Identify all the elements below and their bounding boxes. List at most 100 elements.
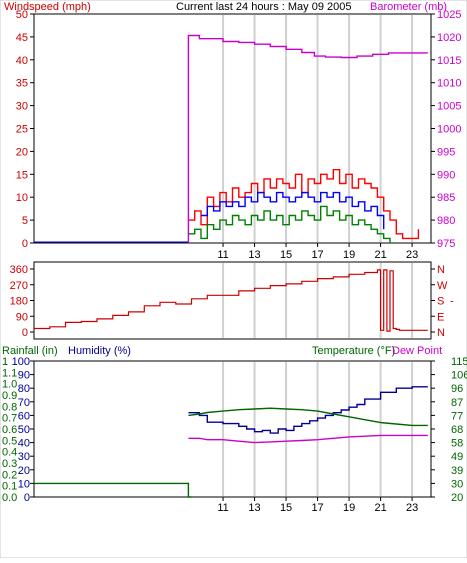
- wind-series-line-1: [188, 169, 420, 240]
- barometer-y-tick-label: 980: [437, 215, 455, 227]
- wind-y-tick-label: 25: [16, 124, 28, 136]
- wind-axis-title: Windspeed (mph): [4, 1, 91, 13]
- temperature-y-tick-label: 58: [451, 438, 463, 450]
- humidity-y-tick-label: 20: [18, 465, 30, 477]
- humidity-axis-title: Humidity (%): [68, 345, 131, 357]
- humidity-y-tick-label: 80: [18, 383, 30, 395]
- wind-x-tick-label: 19: [343, 249, 355, 261]
- compass-label: W: [437, 280, 448, 292]
- rainfall-y-tick-label: 0.5: [2, 435, 17, 447]
- temperature-y-tick-label: 106: [451, 370, 467, 382]
- climate-x-tick-label: 23: [406, 502, 418, 514]
- humidity-y-tick-label: 60: [18, 410, 30, 422]
- direction-y-tick-label: 180: [10, 296, 28, 308]
- humidity-y-tick-label: 0: [24, 492, 30, 504]
- wind-x-tick-label: 15: [280, 249, 292, 261]
- rainfall-y-tick-label: 0.6: [2, 424, 17, 436]
- direction-y-axis-ticks: 0 90 180 270 360: [10, 264, 34, 339]
- wind-x-tick-label: 11: [217, 249, 228, 261]
- direction-series-line-0: [34, 269, 428, 332]
- direction-series: [34, 269, 428, 332]
- direction-y-tick-label: 270: [10, 280, 28, 292]
- direction-y-tick-label: 90: [16, 311, 28, 323]
- barometer-y-tick-label: 1010: [437, 78, 461, 90]
- barometer-y-tick-label: 985: [437, 192, 455, 204]
- climate-series-line-0: [34, 482, 192, 498]
- temperature-y-tick-label: 77: [451, 410, 463, 422]
- dewpoint-axis-title: Dew Point: [392, 345, 442, 357]
- temperature-y-tick-label: 49: [451, 451, 463, 463]
- rainfall-y-tick-label: 0.8: [2, 401, 17, 413]
- wind-x-tick-label: 21: [374, 249, 386, 261]
- climate-series: [34, 386, 428, 498]
- climate-x-axis-ticks: 11 13 15 17 19 21 23: [217, 497, 418, 514]
- rainfall-y-tick-label: 1: [2, 356, 8, 368]
- wind-y-tick-label: 50: [16, 9, 28, 21]
- rainfall-y-tick-label: 0.9: [2, 390, 17, 402]
- barometer-y-tick-label: 1000: [437, 124, 461, 136]
- wind-series-line-0: [187, 34, 428, 243]
- wind-y-tick-label: 5: [22, 215, 28, 227]
- rainfall-y-tick-label: 1.1: [2, 367, 17, 379]
- wind-x-tick-label: 13: [248, 249, 260, 261]
- wind-x-tick-label: 17: [311, 249, 323, 261]
- compass-label: N: [437, 264, 445, 276]
- direction-y-tick-label: 0: [22, 327, 28, 339]
- humidity-y-tick-label: 50: [18, 424, 30, 436]
- wind-series: [34, 34, 428, 243]
- wind-y-tick-label: 45: [16, 32, 28, 44]
- wind-gridlines: [222, 15, 414, 242]
- humidity-y-tick-label: 90: [18, 370, 30, 382]
- wind-y-tick-label: 15: [16, 169, 28, 181]
- wind-y-tick-label: 40: [16, 55, 28, 67]
- barometer-y-tick-label: 990: [437, 169, 455, 181]
- temperature-axis-title: Temperature (°F): [312, 345, 395, 357]
- barometer-y-tick-label: 1025: [437, 9, 461, 21]
- rainfall-y-tick-label: 0.3: [2, 458, 17, 470]
- humidity-y-tick-label: 70: [18, 397, 30, 409]
- barometer-y-tick-label: 1020: [437, 32, 461, 44]
- barometer-axis-title: Barometer (mb): [370, 1, 447, 13]
- rainfall-y-tick-label: 0.4: [2, 447, 17, 459]
- rainfall-y-axis-ticks: 0.00.10.20.30.40.50.60.70.80.91.01.11: [2, 356, 17, 504]
- wind-x-tick-label: 23: [406, 249, 418, 261]
- rainfall-y-tick-label: 0.7: [2, 413, 17, 425]
- climate-series-line-1: [188, 386, 428, 434]
- climate-x-tick-label: 11: [217, 502, 228, 514]
- temperature-y-tick-label: 87: [451, 397, 463, 409]
- rainfall-y-tick-label: 0.0: [2, 492, 17, 504]
- climate-x-tick-label: 21: [374, 502, 386, 514]
- rainfall-y-tick-label: 0.2: [2, 469, 17, 481]
- wind-series-line-3: [188, 205, 391, 243]
- compass-label: E: [437, 311, 444, 323]
- barometer-y-tick-label: 1015: [437, 55, 461, 67]
- climate-series-line-3: [188, 434, 428, 444]
- compass-label: N: [437, 327, 445, 339]
- compass-label: S: [437, 296, 444, 308]
- chart-title: Current last 24 hours : May 09 2005: [176, 1, 351, 13]
- wind-y-tick-label: 30: [16, 101, 28, 113]
- barometer-y-tick-label: 995: [437, 146, 455, 158]
- climate-x-tick-label: 17: [311, 502, 323, 514]
- barometer-y-axis-ticks: 975 980 985 990 995 1000 1005 1010 1015 1020 1025: [431, 9, 461, 250]
- temperature-y-tick-label: 96: [451, 383, 463, 395]
- rainfall-axis-title: Rainfall (in): [2, 345, 58, 357]
- wind-y-tick-label: 10: [16, 192, 28, 204]
- rainfall-y-tick-label: 0.1: [2, 481, 17, 493]
- wind-y-axis-ticks: 0 5 10 15 20 25 30 35 40 45 50: [16, 9, 34, 250]
- wind-series-line-2: [201, 191, 385, 230]
- humidity-y-tick-label: 100: [12, 356, 30, 368]
- humidity-y-tick-label: 40: [18, 438, 30, 450]
- barometer-y-tick-label: 1005: [437, 101, 461, 113]
- climate-x-tick-label: 13: [248, 502, 260, 514]
- temperature-y-tick-label: 68: [451, 424, 463, 436]
- temperature-y-tick-label: 115: [451, 356, 467, 368]
- wind-y-tick-label: 0: [22, 238, 28, 250]
- temperature-y-tick-label: 30: [451, 478, 463, 490]
- climate-x-tick-label: 19: [343, 502, 355, 514]
